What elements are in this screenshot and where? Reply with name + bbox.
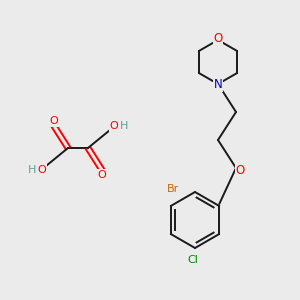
Text: N: N: [214, 79, 222, 92]
Text: O: O: [50, 116, 58, 126]
Text: O: O: [110, 121, 118, 131]
Text: H: H: [120, 121, 128, 131]
Text: H: H: [28, 165, 36, 175]
Text: Br: Br: [167, 184, 179, 194]
Text: O: O: [236, 164, 244, 178]
Text: O: O: [98, 170, 106, 180]
Text: O: O: [38, 165, 46, 175]
Text: Cl: Cl: [188, 255, 198, 265]
Text: O: O: [213, 32, 223, 46]
